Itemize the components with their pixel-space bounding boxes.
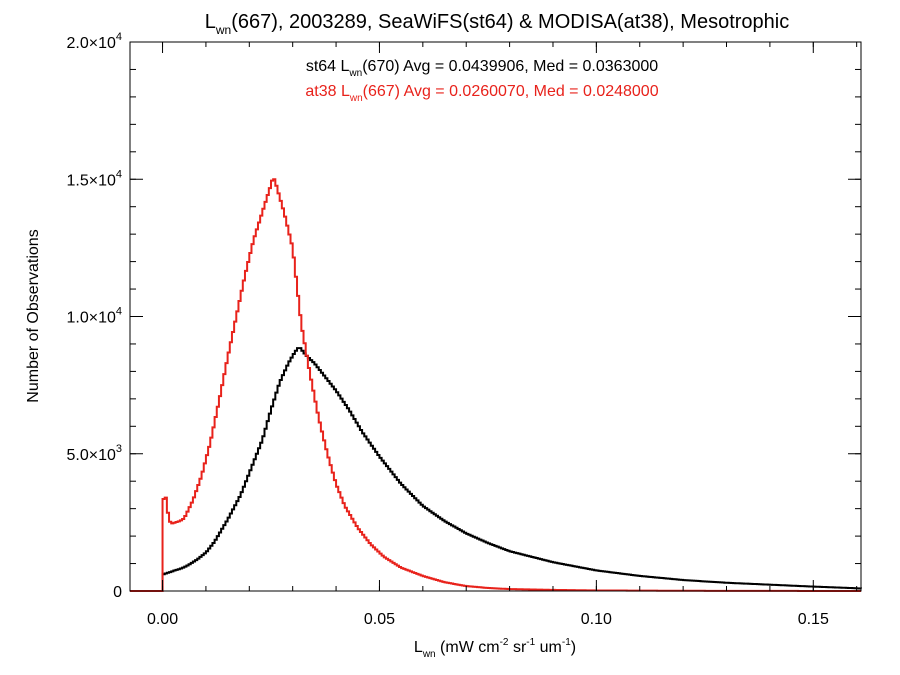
chart-title-sub: wn <box>215 23 231 37</box>
x-tick-label: 0.15 <box>798 611 829 628</box>
y-tick-label: 0 <box>113 584 122 601</box>
axes-layer: 0.00 0.05 0.10 0.15 0 5.0×103 1.0×104 1.5×104 2.… <box>66 31 862 628</box>
y-tick-label: 1.5×104 <box>66 168 122 189</box>
y-tick-label: 5.0×103 <box>66 443 122 464</box>
y-tick-label: 1.0×104 <box>66 306 122 327</box>
legend-entry-at38: at38 Lwn(667) Avg = 0.0260070, Med = 0.0… <box>305 83 658 104</box>
legend-entry-st64: st64 Lwn(670) Avg = 0.0439906, Med = 0.0… <box>306 58 658 79</box>
y-tick-label: 2.0×104 <box>66 31 122 52</box>
chart-title-main: L <box>205 11 216 33</box>
x-tick-label: 0.00 <box>147 611 178 628</box>
y-axis-label: Number of Observations <box>25 229 42 402</box>
x-tick-label: 0.05 <box>364 611 395 628</box>
x-tick-label: 0.10 <box>581 611 612 628</box>
x-axis-label: Lwn (mW cm-2 sr-1 um-1) <box>414 637 576 660</box>
chart-title: Lwn(667), 2003289, SeaWiFS(st64) & MODIS… <box>205 11 789 37</box>
series-line-0 <box>130 347 862 592</box>
chart-title-rest: (667), 2003289, SeaWiFS(st64) & MODISA(a… <box>231 11 789 33</box>
